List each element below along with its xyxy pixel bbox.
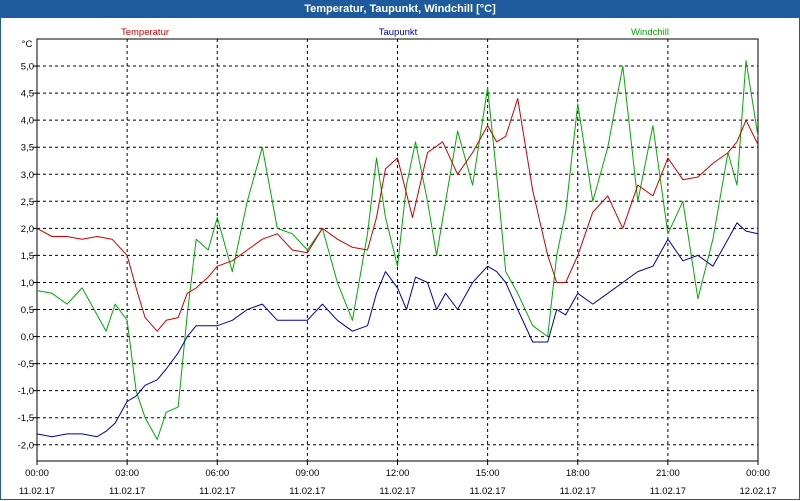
y-tick-label: 0,5 — [21, 305, 34, 316]
x-tick-time: 15:00 — [476, 468, 500, 479]
y-tick-label: 1,5 — [21, 251, 34, 262]
x-tick-date: 11.02.17 — [379, 486, 415, 497]
y-tick-label: 5,0 — [21, 62, 34, 73]
x-tick-time: 00:00 — [746, 468, 770, 479]
y-tick-label: 1,0 — [21, 278, 34, 289]
y-tick-label: -2,0 — [18, 440, 34, 451]
x-tick-date: 11.02.17 — [650, 486, 686, 497]
legend: Temperatur Taupunkt Windchill — [121, 27, 669, 38]
x-tick-time: 09:00 — [295, 468, 319, 479]
y-tick-label: 3,0 — [21, 170, 34, 181]
y-tick-label: -1,0 — [18, 386, 34, 397]
x-tick-time: 00:00 — [25, 468, 49, 479]
legend-windchill: Windchill — [631, 27, 669, 38]
x-tick-date: 11.02.17 — [560, 486, 596, 497]
legend-taupunkt: Taupunkt — [379, 27, 418, 38]
x-tick-time: 06:00 — [205, 468, 229, 479]
window-title: Temperatur, Taupunkt, Windchill [°C] — [1, 1, 799, 18]
x-tick-date: 11.02.17 — [289, 486, 325, 497]
series-line-temperatur — [36, 98, 759, 332]
x-tick-date: 11.02.17 — [109, 486, 145, 497]
x-tick-time: 03:00 — [115, 468, 139, 479]
series-line-taupunkt — [36, 222, 759, 438]
legend-temperatur: Temperatur — [121, 27, 169, 38]
y-tick-label: -1,5 — [18, 413, 34, 424]
x-tick-time: 18:00 — [566, 468, 590, 479]
x-axis: 00:00 11.02.17 03:00 11.02.17 06:00 11.02.17 0… — [19, 461, 777, 497]
y-tick-label: 2,5 — [21, 197, 34, 208]
y-tick-label: 4,5 — [21, 89, 34, 100]
y-tick-label: -0,5 — [18, 359, 34, 370]
x-tick-date: 11.02.17 — [199, 486, 235, 497]
y-axis-label: °C — [22, 39, 33, 50]
x-tick-time: 12:00 — [386, 468, 410, 479]
x-tick-date: 11.02.17 — [19, 486, 55, 497]
x-tick-date: 12.02.17 — [740, 486, 777, 497]
y-tick-label: 0,0 — [21, 332, 34, 343]
series-line-windchill — [36, 60, 759, 440]
x-tick-date: 11.02.17 — [469, 486, 505, 497]
chart: °C -2,0 -1,5 -1,0 -0,5 0,0 0,5 1,0 1,5 2,0 2,5 3,0… — [18, 27, 777, 497]
series-group — [36, 60, 759, 440]
y-axis: °C -2,0 -1,5 -1,0 -0,5 0,0 0,5 1,0 1,5 2,0 2,5 3,0… — [18, 39, 37, 451]
y-tick-label: 4,0 — [21, 116, 34, 127]
y-tick-label: 3,5 — [21, 143, 34, 154]
y-tick-label: 2,0 — [21, 224, 34, 235]
x-tick-time: 21:00 — [656, 468, 680, 479]
